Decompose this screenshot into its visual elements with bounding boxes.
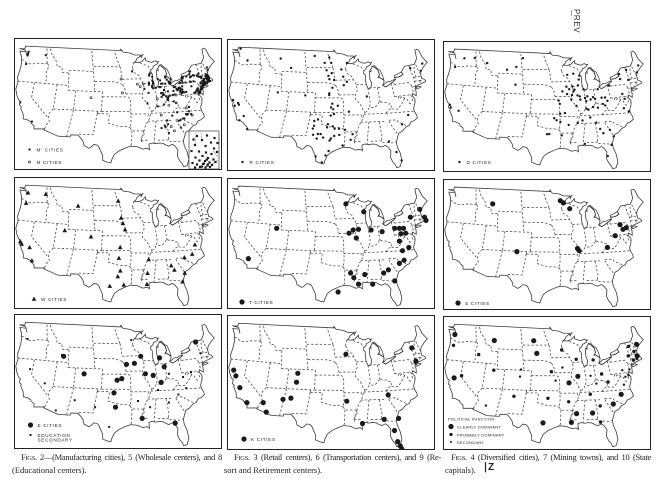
- svg-text:PROBABLY DOMINANT: PROBABLY DOMINANT: [457, 432, 505, 437]
- svg-text:SECONDARY: SECONDARY: [38, 438, 73, 443]
- svg-text:S CITIES: S CITIES: [465, 301, 490, 306]
- svg-text:T CITIES: T CITIES: [249, 300, 273, 305]
- svg-text:CLEARLY DOMINANT: CLEARLY DOMINANT: [457, 425, 501, 430]
- svg-text:E CITIES: E CITIES: [38, 423, 63, 428]
- svg-text:Mʹ CITIES: Mʹ CITIES: [37, 146, 64, 152]
- svg-text:POLITICAL FUNCTION: POLITICAL FUNCTION: [448, 417, 494, 422]
- svg-text:W CITIES: W CITIES: [41, 297, 67, 302]
- svg-text:K CITIES: K CITIES: [251, 437, 276, 442]
- svg-text:SECONDARY: SECONDARY: [457, 440, 484, 445]
- svg-text:EDUCATION: EDUCATION: [38, 433, 71, 438]
- svg-text:M CITIES: M CITIES: [37, 160, 63, 165]
- svg-text:D CITIES: D CITIES: [467, 160, 492, 165]
- svg-text:R CITIES: R CITIES: [250, 160, 275, 165]
